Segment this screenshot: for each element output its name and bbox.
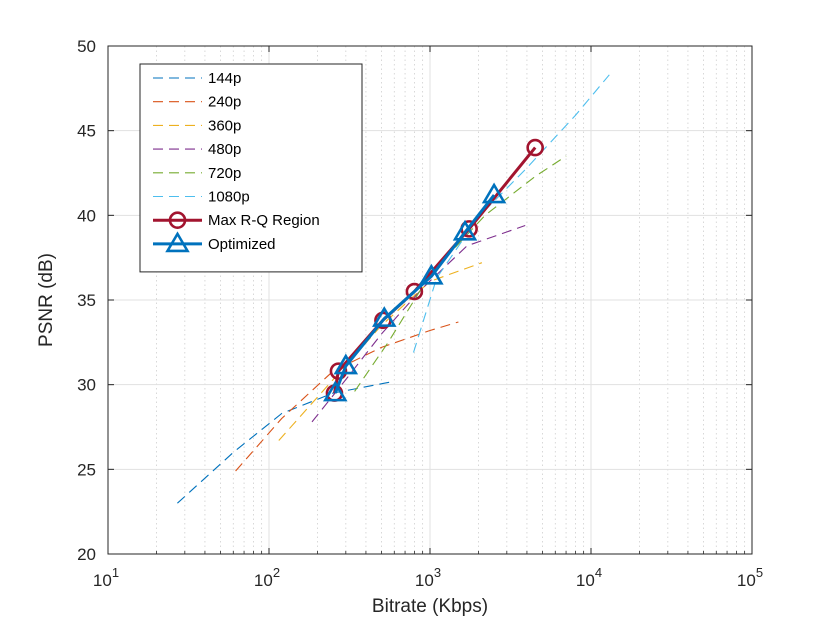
data-point [372, 306, 397, 327]
series-line [177, 380, 395, 504]
series-360p [278, 262, 483, 441]
series-1080p [412, 74, 610, 353]
legend-label: 144p [208, 70, 241, 87]
series-line [333, 194, 496, 394]
series-line [278, 262, 483, 441]
y-tick-label: 30 [77, 376, 96, 395]
legend-item: 480p [153, 141, 241, 158]
legend-item: Max R-Q Region [153, 211, 320, 229]
legend-label: Max R-Q Region [208, 212, 320, 229]
series-720p [354, 155, 567, 392]
x-tick-label: 105 [737, 565, 763, 590]
x-tick-label: 101 [93, 565, 119, 590]
y-tick-label: 25 [77, 460, 96, 479]
series-240p [235, 321, 459, 472]
series-480p [311, 224, 526, 423]
x-axis-label: Bitrate (Kbps) [372, 596, 488, 617]
data-point [481, 182, 507, 204]
data-point [405, 282, 424, 301]
legend-label: 1080p [208, 189, 250, 206]
data-point [329, 362, 348, 380]
legend-item: 144p [153, 70, 241, 87]
y-tick-label: 50 [77, 37, 96, 56]
legend-label: 360p [208, 117, 241, 134]
series-optimized [322, 182, 507, 402]
data-point [452, 219, 478, 241]
y-axis-label: PSNR (dB) [36, 253, 57, 347]
series-line [311, 224, 526, 423]
x-tick-label: 102 [254, 565, 280, 590]
legend-marker [168, 211, 187, 229]
legend-marker [165, 231, 190, 253]
legend-label: 720p [208, 165, 241, 182]
data-point [322, 380, 348, 402]
series-line [235, 321, 459, 472]
legend-item: Optimized [153, 231, 276, 253]
series-line [354, 155, 567, 392]
y-tick-label: 35 [77, 291, 96, 310]
axes: 101 102 103 104 105 20 25 30 35 40 45 50 Bitrate (Kb… [36, 37, 763, 617]
legend-label: 480p [208, 141, 241, 158]
legend-label: 240p [208, 94, 241, 111]
legend-item: 1080p [153, 189, 250, 206]
x-tick-label: 103 [415, 565, 441, 590]
series-144p [177, 380, 395, 504]
legend-item: 360p [153, 117, 241, 134]
data-point [526, 138, 544, 157]
data-point [419, 263, 444, 285]
legend-item: 240p [153, 94, 241, 111]
y-tick-label: 40 [77, 206, 96, 225]
series-layer [177, 74, 610, 504]
legend-label: Optimized [208, 236, 276, 253]
series-line [412, 74, 610, 353]
data-point [333, 353, 359, 375]
y-tick-label: 45 [77, 122, 96, 141]
legend: 144p 240p 360p 480p 720p 1080p Max R-Q Region O… [139, 63, 363, 273]
y-tick-label: 20 [77, 545, 96, 564]
legend-item: 720p [153, 165, 241, 182]
x-tick-label: 104 [576, 565, 602, 590]
